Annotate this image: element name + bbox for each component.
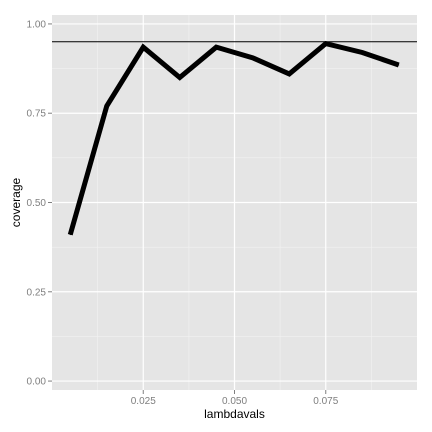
data-point [106, 105, 108, 107]
x-tick-label: 0.025 [131, 396, 156, 407]
x-axis-ticks: 0.025 0.050 0.075 [131, 390, 339, 407]
data-point [325, 43, 327, 45]
data-point [288, 73, 290, 75]
data-point [252, 57, 254, 59]
y-tick-label: 0.00 [27, 377, 47, 388]
y-tick-label: 0.25 [27, 287, 47, 298]
y-tick-label: 0.50 [27, 198, 47, 209]
y-tick-label: 0.75 [27, 109, 47, 120]
y-axis-title: coverage [9, 177, 23, 227]
y-tick-label: 1.00 [27, 19, 47, 30]
major-gridlines [52, 15, 417, 390]
series-line [67, 40, 400, 236]
data-point [69, 234, 71, 236]
series-layer [67, 40, 400, 236]
y-axis-ticks: 0.00 0.25 0.50 0.75 1.00 [27, 19, 52, 388]
data-point [179, 77, 181, 78]
data-point [398, 64, 400, 66]
data-point [361, 52, 363, 53]
x-tick-label: 0.050 [222, 396, 247, 407]
x-tick-label: 0.075 [313, 396, 338, 407]
data-point [215, 46, 217, 48]
x-axis-title: lambdavals [204, 407, 265, 421]
data-point [142, 46, 144, 48]
